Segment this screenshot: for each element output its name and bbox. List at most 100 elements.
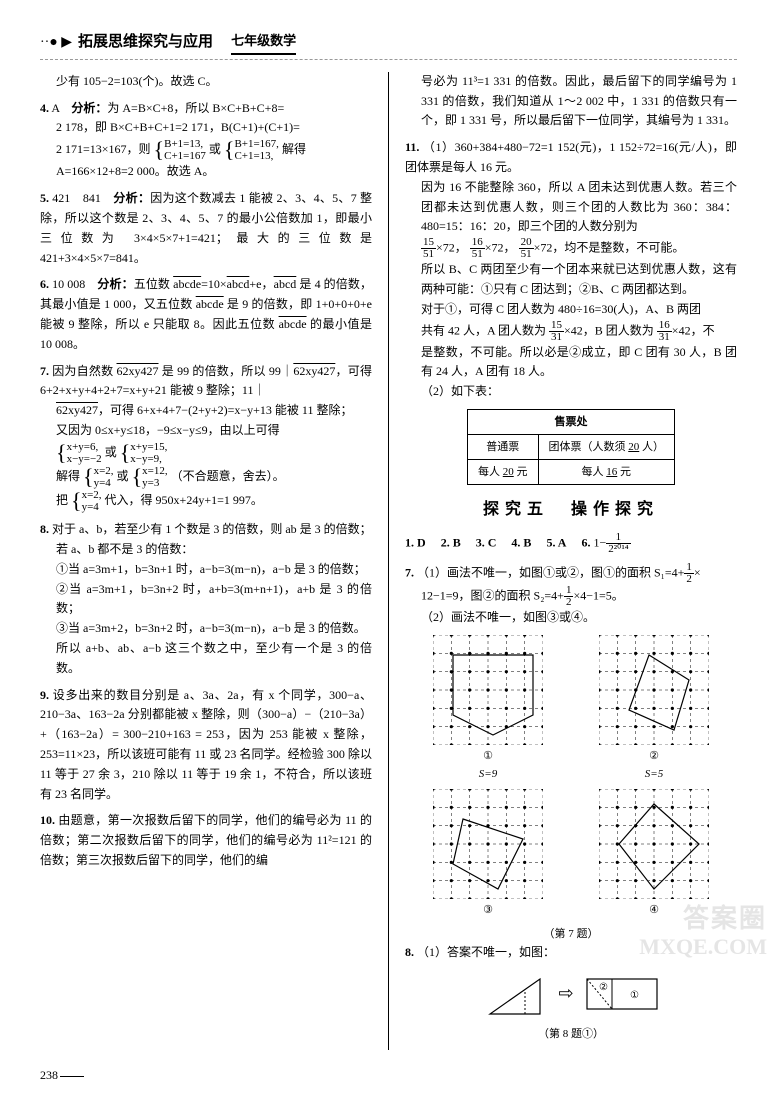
- header-subject: 七年级数学: [231, 30, 296, 54]
- item-num: 8.: [40, 522, 49, 536]
- eq: x−y=9,: [130, 453, 162, 465]
- grid-svg-1: [433, 635, 543, 745]
- text: ×72，: [485, 240, 516, 254]
- text: （1）画法不唯一，如图①或②，图①的面积 S₁=4+: [417, 565, 684, 579]
- brace-icon: {: [154, 140, 165, 160]
- text: ×72，均不是整数，不可能。: [534, 240, 685, 254]
- item-3-cont: 少有 105−2=103(个)。故选 C。: [40, 72, 372, 92]
- item-8: 8. 对于 a、b，若至少有 1 个数是 3 的倍数，则 ab 是 3 的倍数；…: [40, 520, 372, 678]
- text: （不合题意，舍去）。: [171, 469, 285, 483]
- text: 五位数 abcde=10×abcd+e，abcd 是 4 的倍数，其最小值是 1…: [40, 277, 372, 350]
- grid-2: ② S=5: [599, 635, 709, 783]
- line: 共有 42 人，A 团人数为 1531×42，B 团人数为 1631×42，不: [405, 320, 737, 343]
- eq: y=4: [82, 501, 99, 513]
- answer: 421 841: [52, 191, 101, 205]
- watermark-url: MXQE.COM: [639, 929, 767, 965]
- table-cell: 普通票: [468, 435, 539, 460]
- item-7: 7. 因为自然数 62xy427 是 99 的倍数，所以 99｜62xy427，…: [40, 362, 372, 514]
- header-arrow-icon: ··● ▶: [40, 31, 72, 54]
- line: 对于①，可得 C 团人数为 480÷16=30(人)，A、B 两团: [405, 300, 737, 320]
- line: 1551×72， 1651×72， 2051×72，均不是整数，不可能。: [405, 237, 737, 260]
- item-num: 11.: [405, 140, 419, 154]
- table-cell: 每人 20 元: [468, 460, 539, 485]
- text: ×42，B 团人数为: [564, 323, 654, 337]
- text: 设多出来的数目分别是 a、3a、2a，有 x 个同学，300−a、210−3a、…: [40, 688, 372, 801]
- text: 共有 42 人，A 团人数为: [421, 323, 546, 337]
- brace-icon: {: [83, 467, 94, 487]
- table-header: 售票处: [468, 409, 675, 434]
- content-columns: 少有 105−2=103(个)。故选 C。 4. A 分析：为 A=B×C+8，…: [40, 72, 737, 1050]
- fraction: 12: [684, 562, 694, 585]
- text: 或: [209, 142, 224, 156]
- underline: 20: [628, 441, 639, 453]
- brace-icon: {: [71, 491, 82, 511]
- header-title: 拓展思维探究与应用: [78, 30, 213, 55]
- fraction: 12²⁰¹⁴: [606, 532, 630, 555]
- brace-icon: {: [56, 443, 67, 463]
- table-cell: 每人 16 元: [538, 460, 675, 485]
- grid-svg-2: [599, 635, 709, 745]
- label: ①: [630, 990, 639, 1001]
- fraction: 1531: [549, 320, 564, 343]
- rect-icon: ② ①: [582, 974, 662, 1014]
- line: ②当 a=3m+1，b=3n+2 时，a+b=3(m+n+1)，a+b 是 3 …: [40, 580, 372, 620]
- figure-caption: （第 8 题①）: [405, 1025, 737, 1043]
- eq: y=4: [94, 477, 111, 489]
- triangle-figure: ⇨ ② ①: [405, 969, 737, 1019]
- eq: x=2,: [82, 489, 102, 501]
- triangle-icon: [480, 969, 550, 1019]
- ans: 6.: [581, 535, 593, 549]
- column-divider: [388, 72, 389, 1050]
- label: ①: [433, 747, 543, 765]
- line: 所以 B、C 两团至少有一个团本来就已达到优惠人数，这有两种可能：①只有 C 团…: [405, 260, 737, 300]
- eq: y=3: [142, 477, 159, 489]
- ans: 5. A: [546, 535, 566, 549]
- section-title: 探究五 操作探究: [405, 497, 737, 523]
- arrow-icon: ⇨: [558, 979, 573, 1009]
- grid-svg-4: [599, 789, 709, 899]
- text: 因为自然数 62xy427 是 99 的倍数，所以 99｜62xy427，可得 …: [40, 364, 372, 398]
- label: S=5: [599, 765, 709, 783]
- brace-icon: {: [224, 140, 235, 160]
- line: 又因为 0≤x+y≤18，−9≤x−y≤9，由以上可得: [40, 421, 372, 441]
- item-num: 7.: [40, 364, 49, 378]
- text: 代入，得 950x+24y+1=1 997。: [105, 493, 263, 507]
- item-num: 4.: [40, 101, 49, 115]
- underline: 16: [606, 466, 617, 478]
- line: 2 171=13×167，则 {B+1=13,C+1=167 或 {B+1=16…: [40, 138, 372, 162]
- eq: x=2,: [94, 465, 114, 477]
- text: ×42，不: [672, 323, 715, 337]
- line: 所以 a+b、ab、a−b 这三个数之中，至少有一个是 3 的倍数。: [40, 639, 372, 679]
- item-6: 6. 10 008 分析：五位数 abcde=10×abcd+e，abcd 是 …: [40, 275, 372, 354]
- item-num: 8.: [405, 945, 414, 959]
- text: ×72，: [436, 240, 467, 254]
- ans: 4. B: [511, 535, 531, 549]
- line: 若 a、b 都不是 3 的倍数：: [40, 540, 372, 560]
- eq: B+1=13,: [164, 138, 203, 150]
- item-9: 9. 设多出来的数目分别是 a、3a、2a，有 x 个同学，300−a、210−…: [40, 686, 372, 805]
- answers-row: 1. D 2. B 3. C 4. B 5. A 6. 1−12²⁰¹⁴: [405, 532, 737, 555]
- item-4: 4. A 分析：为 A=B×C+8，所以 B×C+B+C+8= 2 178，即 …: [40, 99, 372, 183]
- line: （2）画法不唯一，如图③或④。: [405, 608, 737, 628]
- answer: 10 008: [52, 277, 85, 291]
- line: 把 {x=2,y=4 代入，得 950x+24y+1=1 997。: [40, 489, 372, 513]
- text: 把: [56, 493, 71, 507]
- text: ×4−1=5。: [573, 588, 623, 602]
- text: （1）答案不唯一，如图：: [417, 945, 555, 959]
- text: （1）360+384+480−72=1 152(元)，1 152÷72=16(元…: [405, 140, 737, 174]
- grid-1: ① S=9: [433, 635, 543, 783]
- line: 解得 {x=2,y=4 或 {x=12,y=3 （不合题意，舍去）。: [40, 465, 372, 489]
- text: 为 A=B×C+8，所以 B×C+B+C+8=: [107, 101, 284, 115]
- line: 62xy427，可得 6+x+4+7−(2+y+2)=x−y+13 能被 11 …: [40, 401, 372, 421]
- brace-icon: {: [120, 443, 131, 463]
- item-10-cont: 号必为 11³=1 331 的倍数。因此，最后留下的同学编号为 1 331 的倍…: [405, 72, 737, 131]
- line: 12−1=9，图②的面积 S₂=4+12×4−1=5。: [405, 585, 737, 608]
- line: 是整数，不可能。所以必是②成立，即 C 团有 30 人，B 团有 24 人，A …: [405, 343, 737, 383]
- line: 2 178，即 B×C+B+C+1=2 171，B(C+1)+(C+1)=: [40, 118, 372, 138]
- item-11: 11. （1）360+384+480−72=1 152(元)，1 152÷72=…: [405, 138, 737, 402]
- brace-icon: {: [132, 467, 143, 487]
- grid-row-1: ① S=9 ② S=5: [405, 635, 737, 783]
- label: S=9: [433, 765, 543, 783]
- line: 因为 16 不能整除 360，所以 A 团未达到优惠人数。若三个团都未达到优惠人…: [405, 178, 737, 237]
- eq: C+1=167: [164, 150, 206, 162]
